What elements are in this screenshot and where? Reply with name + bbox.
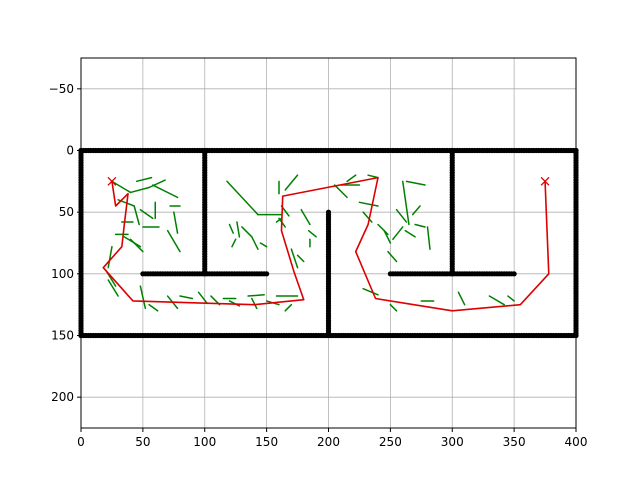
tree-edge [426, 226, 431, 250]
tree-edge [135, 176, 153, 183]
x-tick-label: 150 [255, 435, 278, 449]
tree-edge [197, 291, 208, 305]
start-goal-markers [107, 176, 550, 186]
tree-edge [284, 174, 299, 191]
tree-edge [395, 208, 408, 223]
tree-edge [358, 201, 379, 207]
obstacle-walls [78, 147, 579, 339]
path-line [102, 176, 550, 312]
tree-edge [139, 285, 147, 310]
x-tick-label: 300 [441, 435, 464, 449]
x-tick-label: 250 [379, 435, 402, 449]
x-tick-label: 50 [135, 435, 150, 449]
tree-edge [362, 287, 379, 296]
axis-ticks: 0 50 100 150 200 250 300 350 400 −50 0 50 100 150 200 [49, 82, 588, 449]
tree-edge [346, 174, 357, 183]
obstacle-point [325, 332, 332, 339]
tree-edge [133, 205, 140, 226]
x-tick-label: 400 [565, 435, 588, 449]
tree-edge [107, 279, 119, 297]
tree-edge [139, 208, 154, 220]
tree-edge [259, 242, 268, 248]
obstacle-point [264, 271, 270, 277]
y-tick-label: 100 [51, 267, 74, 281]
tree-edge [107, 245, 113, 269]
y-tick-label: 150 [51, 329, 74, 343]
tree-edge [228, 223, 234, 234]
y-tick-label: 50 [59, 205, 74, 219]
tree-edge [111, 180, 132, 194]
x-tick-label: 200 [317, 435, 340, 449]
x-marker-stroke [540, 176, 550, 186]
tree-edge [166, 229, 181, 253]
tree-edge [173, 211, 179, 234]
tree-edge [148, 303, 159, 312]
tree-edge [362, 211, 373, 223]
obstacle-point [511, 271, 517, 277]
y-tick-label: 0 [66, 144, 74, 158]
tree-edge [392, 226, 404, 241]
tree-edge [296, 254, 305, 263]
tree-edge [300, 208, 311, 226]
tree-edge [236, 221, 241, 238]
tree-edge [402, 180, 410, 226]
tree-edge [148, 179, 166, 189]
tree-edge [414, 223, 426, 228]
tree-edge [129, 186, 150, 194]
tree-edge [488, 295, 505, 306]
tree-edge [507, 295, 515, 302]
tree-edge [226, 180, 259, 216]
tree-edge [411, 205, 421, 216]
tree-edge [231, 238, 237, 248]
x-marker-stroke [107, 176, 117, 186]
tree-edge [275, 217, 283, 223]
tree-edge [404, 229, 416, 238]
x-tick-label: 100 [193, 435, 216, 449]
x-marker [107, 176, 117, 186]
tree-edge [284, 303, 293, 312]
tree-edge [247, 294, 265, 297]
tree-edge [152, 184, 179, 199]
tree-edge [383, 229, 392, 244]
tree-edge [241, 226, 253, 238]
tree-edge [251, 236, 259, 250]
x-marker [540, 176, 550, 186]
tree-edge [251, 297, 258, 310]
x-tick-label: 0 [77, 435, 85, 449]
tree-edge [405, 180, 426, 186]
y-tick-label: −50 [49, 82, 74, 96]
tree-edge [179, 295, 194, 300]
x-tick-label: 350 [503, 435, 526, 449]
tree-edge [123, 236, 142, 248]
tree-edge [290, 248, 299, 269]
tree-edge [389, 303, 398, 312]
y-tick-label: 200 [51, 390, 74, 404]
tree-edge [387, 250, 398, 263]
tree-edge [307, 229, 317, 238]
planned-path [102, 176, 550, 312]
tree-edge [377, 223, 389, 236]
tree-edge [333, 184, 348, 199]
tree-edge [457, 291, 466, 306]
